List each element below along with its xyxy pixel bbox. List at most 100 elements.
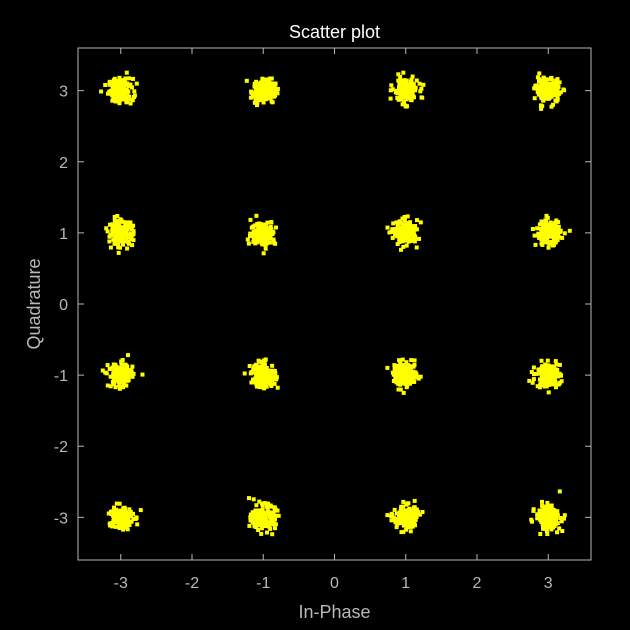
scatter-point (405, 214, 410, 219)
scatter-point (556, 224, 561, 229)
scatter-point (125, 239, 130, 244)
scatter-point (260, 519, 264, 524)
scatter-point (122, 230, 127, 235)
scatter-point (251, 377, 255, 382)
scatter-point (398, 360, 403, 365)
scatter-point (270, 229, 275, 234)
scatter-point (263, 246, 268, 251)
scatter-point (408, 87, 412, 92)
constellation-cluster (385, 214, 423, 252)
scatter-point (255, 519, 260, 523)
scatter-point (116, 220, 121, 225)
scatter-point (411, 229, 416, 234)
scatter-point (394, 220, 399, 225)
scatter-point (116, 86, 121, 91)
scatter-point (118, 77, 123, 82)
scatter-point (547, 373, 552, 378)
scatter-point (409, 520, 414, 525)
scatter-point (551, 382, 556, 387)
scatter-point (116, 512, 121, 517)
scatter-point (110, 524, 115, 529)
scatter-point (113, 79, 118, 84)
scatter-point (270, 378, 275, 383)
scatter-point (124, 70, 129, 75)
scatter-point (415, 218, 419, 223)
scatter-point (545, 82, 550, 87)
scatter-point (402, 218, 407, 223)
scatter-point (110, 93, 115, 98)
scatter-point (262, 386, 267, 391)
scatter-point (275, 508, 280, 513)
scatter-point (111, 517, 116, 522)
scatter-point (251, 231, 256, 236)
scatter-point (391, 372, 396, 377)
constellation-cluster (530, 213, 572, 250)
scatter-point (122, 370, 126, 375)
scatter-point (390, 370, 395, 375)
scatter-point (553, 98, 558, 103)
scatter-point (117, 386, 122, 391)
scatter-point (110, 230, 115, 235)
scatter-point (549, 513, 554, 518)
scatter-point (401, 504, 406, 509)
scatter-point (546, 390, 551, 395)
scatter-point (108, 91, 113, 96)
scatter-point (389, 230, 394, 234)
scatter-point (254, 94, 259, 99)
scatter-point (117, 98, 122, 103)
scatter-point (543, 93, 548, 97)
constellation-cluster (527, 358, 564, 395)
scatter-point (270, 532, 275, 537)
scatter-point (125, 515, 130, 520)
scatter-point (100, 368, 105, 373)
scatter-point (249, 380, 254, 385)
scatter-point (545, 234, 550, 239)
scatter-point (529, 370, 534, 374)
scatter-point (403, 364, 408, 369)
scatter-point (541, 81, 546, 86)
scatter-point (265, 92, 269, 97)
scatter-point (119, 230, 124, 235)
scatter-point (399, 87, 404, 92)
y-axis-title: Quadrature (24, 258, 44, 349)
scatter-point (253, 376, 258, 381)
scatter-point (559, 379, 564, 384)
scatter-point (547, 228, 552, 233)
scatter-point (117, 83, 122, 88)
scatter-point (268, 91, 273, 96)
scatter-point (407, 516, 412, 521)
scatter-point (394, 511, 399, 516)
scatter-point (542, 90, 547, 95)
scatter-point (389, 83, 394, 88)
scatter-point (109, 512, 114, 517)
scatter-point (413, 85, 418, 90)
scatter-point (539, 219, 544, 224)
scatter-point (557, 526, 562, 531)
scatter-point (418, 374, 423, 379)
ticks-layer: -3 -2 -1 0 1 2 3 -3 -2 -1 0 1 2 3 (54, 48, 591, 592)
scatter-point (401, 94, 406, 99)
scatter-point (400, 381, 405, 386)
scatter-point (263, 524, 268, 529)
scatter-point (252, 379, 257, 384)
scatter-point (416, 509, 420, 514)
scatter-point (540, 237, 545, 242)
scatter-point (114, 224, 119, 229)
scatter-point (125, 246, 130, 251)
scatter-point (264, 239, 269, 244)
scatter-point (131, 517, 136, 521)
scatter-point (121, 525, 125, 530)
scatter-point (562, 513, 567, 518)
scatter-point (104, 371, 109, 376)
scatter-point (274, 87, 279, 92)
scatter-point (273, 522, 278, 527)
scatter-point (113, 367, 117, 372)
scatter-point (550, 377, 555, 382)
scatter-point (398, 79, 403, 84)
scatter-point (114, 372, 119, 377)
scatter-point (400, 521, 405, 525)
scatter-point (402, 215, 407, 219)
scatter-point (396, 363, 400, 368)
scatter-point (543, 362, 548, 367)
scatter-point (118, 245, 122, 250)
